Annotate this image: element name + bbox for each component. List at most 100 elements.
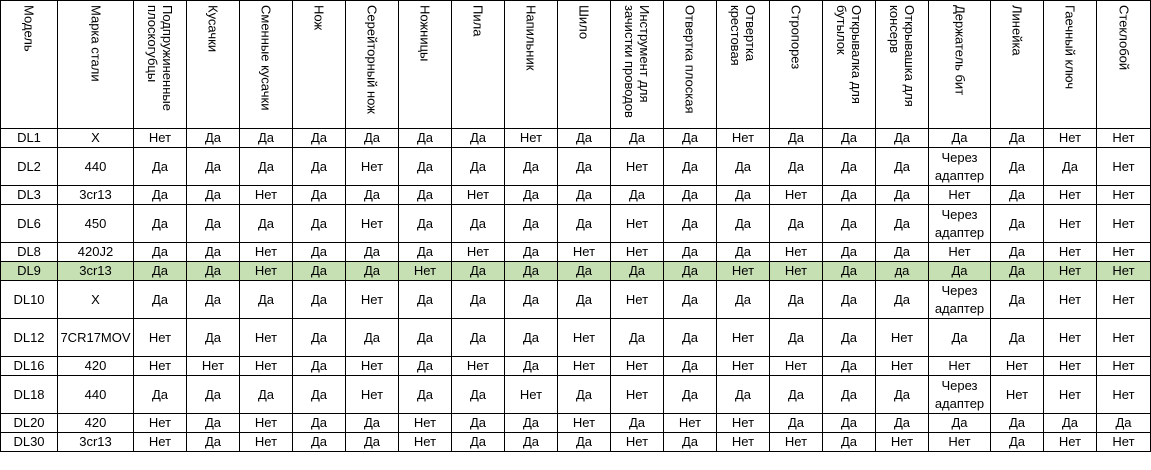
feature-cell: Да <box>663 185 717 205</box>
column-header: Открывашка для консерв <box>875 0 929 129</box>
feature-cell: Да <box>822 128 876 148</box>
feature-cell: Да <box>186 375 240 414</box>
feature-cell: Нет <box>1096 242 1151 262</box>
feature-cell: Нет <box>345 147 399 186</box>
feature-cell: Да <box>504 432 558 452</box>
feature-cell: Да <box>875 413 929 433</box>
feature-cell: Да <box>928 318 991 357</box>
feature-cell: Да <box>292 261 346 281</box>
feature-cell: Да <box>875 375 929 414</box>
feature-cell: Да <box>239 375 293 414</box>
feature-cell: Нет <box>1043 261 1097 281</box>
feature-cell: Нет <box>239 261 293 281</box>
feature-cell: Да <box>186 432 240 452</box>
feature-cell: Нет <box>610 204 664 243</box>
model-cell: DL10 <box>0 280 58 319</box>
feature-cell: Нет <box>1096 375 1151 414</box>
feature-cell: Да <box>451 128 505 148</box>
column-header-label: Линейка <box>1009 4 1025 56</box>
column-header-label: Отвертка плоская <box>682 4 698 114</box>
feature-cell: Да <box>663 375 717 414</box>
model-cell: DL2 <box>0 147 58 186</box>
feature-cell: Нет <box>133 318 187 357</box>
table-row: DL3 3cr13 Да Да Нет Да Да Да Нет Да Да Да Да Да Нет Да Д… <box>0 185 1151 205</box>
column-header-label: Пила <box>470 4 486 36</box>
feature-cell: Да <box>990 128 1044 148</box>
steel-cell: 440 <box>57 147 134 186</box>
feature-cell: Да <box>557 375 611 414</box>
feature-cell: Да <box>716 242 770 262</box>
feature-cell: Нет <box>610 432 664 452</box>
model-cell: DL30 <box>0 432 58 452</box>
feature-cell: Да <box>186 280 240 319</box>
feature-cell: Нет <box>239 318 293 357</box>
feature-cell: Да <box>716 147 770 186</box>
feature-cell: Да <box>186 147 240 186</box>
feature-cell: Да <box>610 185 664 205</box>
column-header: Подпружиненные плоскогубцы <box>133 0 187 129</box>
feature-cell: Да <box>451 432 505 452</box>
feature-cell: Нет <box>451 356 505 376</box>
column-header: Отвертка крестовая <box>716 0 770 129</box>
feature-cell: Да <box>990 185 1044 205</box>
feature-cell: Нет <box>928 432 991 452</box>
feature-cell: Нет <box>990 356 1044 376</box>
feature-cell: Нет <box>1043 128 1097 148</box>
feature-cell: Да <box>875 204 929 243</box>
table-row: DL10 X Да Да Да Да Нет Да Да Да Да Нет Да Да Да Да Да Чер… <box>0 280 1151 319</box>
feature-cell: Да <box>822 280 876 319</box>
feature-cell: Да <box>292 204 346 243</box>
column-header: Ножницы <box>398 0 452 129</box>
feature-cell: Да <box>663 128 717 148</box>
feature-cell: Да <box>398 185 452 205</box>
feature-cell: Да <box>663 356 717 376</box>
model-cell: DL20 <box>0 413 58 433</box>
model-cell: DL16 <box>0 356 58 376</box>
feature-cell: Да <box>1096 413 1151 433</box>
feature-cell: Да <box>133 280 187 319</box>
column-header-label: Серейторный нож <box>364 4 380 114</box>
feature-cell: Да <box>557 204 611 243</box>
steel-cell: 420 <box>57 413 134 433</box>
feature-cell: Нет <box>398 261 452 281</box>
feature-cell: Да <box>345 261 399 281</box>
feature-cell: Да <box>610 261 664 281</box>
feature-cell: Да <box>769 318 823 357</box>
feature-cell: Нет <box>451 185 505 205</box>
feature-cell: Да <box>504 185 558 205</box>
feature-cell: Да <box>875 147 929 186</box>
feature-cell: Да <box>451 375 505 414</box>
feature-cell: Да <box>769 413 823 433</box>
feature-cell: Да <box>663 242 717 262</box>
feature-cell: Нет <box>239 185 293 205</box>
feature-cell: Да <box>990 280 1044 319</box>
feature-cell: Нет <box>875 432 929 452</box>
feature-cell: Да <box>875 280 929 319</box>
feature-cell: Нет <box>1043 318 1097 357</box>
feature-cell: Нет <box>716 261 770 281</box>
feature-cell: Да <box>610 318 664 357</box>
feature-cell: Да <box>186 318 240 357</box>
steel-cell: X <box>57 128 134 148</box>
model-cell: DL18 <box>0 375 58 414</box>
model-cell: DL12 <box>0 318 58 357</box>
feature-cell: Через адаптер <box>928 147 991 186</box>
feature-cell: Да <box>398 204 452 243</box>
feature-cell: Да <box>822 432 876 452</box>
feature-cell: Нет <box>557 413 611 433</box>
feature-cell: Да <box>398 147 452 186</box>
feature-cell: Да <box>292 356 346 376</box>
column-header: Стропорез <box>769 0 823 129</box>
feature-cell: Да <box>769 375 823 414</box>
feature-cell: Да <box>822 185 876 205</box>
feature-cell: Да <box>822 204 876 243</box>
feature-cell: Да <box>345 185 399 205</box>
feature-cell: Да <box>186 185 240 205</box>
column-header: Шило <box>557 0 611 129</box>
feature-cell: Нет <box>769 242 823 262</box>
feature-cell: Да <box>822 242 876 262</box>
column-header: Марка стали <box>57 0 134 129</box>
feature-cell: Да <box>504 356 558 376</box>
feature-cell: Да <box>663 280 717 319</box>
feature-cell: Да <box>990 318 1044 357</box>
